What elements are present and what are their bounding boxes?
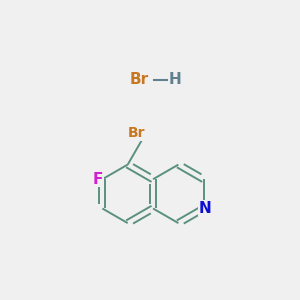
Text: N: N	[199, 201, 211, 216]
Text: Br: Br	[128, 126, 145, 140]
Text: Br: Br	[129, 72, 148, 87]
Text: F: F	[93, 172, 103, 187]
Text: H: H	[168, 72, 181, 87]
